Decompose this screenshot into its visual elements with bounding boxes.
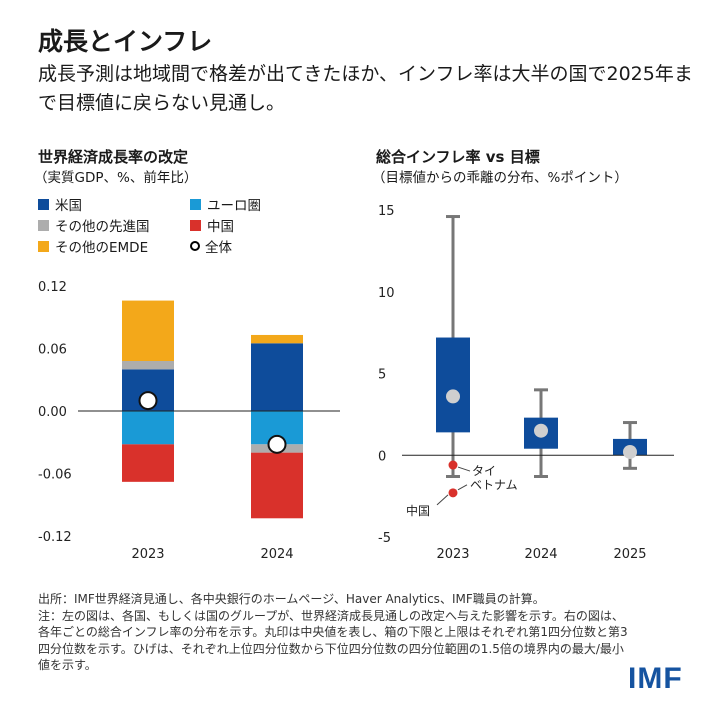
left-chart-title: 世界経済成長率の改定 — [38, 148, 189, 166]
median-marker — [623, 444, 637, 459]
right-ytick-label: 5 — [378, 368, 386, 383]
outlier-leader-line — [436, 494, 449, 506]
right-ytick-label: 0 — [378, 449, 386, 464]
legend-label-china: 中国 — [207, 219, 234, 235]
right-chart-title: 総合インフレ率 vs 目標 — [376, 148, 540, 166]
outlier-point-vietnam — [448, 488, 458, 498]
source-note: 出所：IMF世界経済見通し、各中央銀行のホームページ、Haver Analyti… — [38, 592, 545, 606]
median-marker — [534, 423, 548, 438]
bar-segment — [251, 334, 303, 344]
outlier-label-china: 中国 — [406, 503, 430, 518]
legend: 米国 ユーロ圏 その他の先進国 中国 その他のEMDE 全体 — [38, 194, 338, 260]
right-ytick-label: 15 — [378, 204, 395, 219]
left-ytick-label: -0.06 — [38, 468, 72, 483]
bar-segment — [122, 361, 174, 370]
outlier-leader-line — [457, 466, 471, 472]
legend-swatch-other-advanced — [38, 219, 49, 231]
right-xtick-label: 2023 — [436, 547, 469, 562]
right-ytick-label: -5 — [378, 531, 391, 546]
explanatory-note: 注：左の図は、各国、もしくは国のグループが、世界経済成長見通しの改定へ与えた影響… — [38, 608, 628, 673]
legend-item-china: 中国 — [190, 215, 234, 235]
outlier-leader-line — [457, 484, 468, 491]
imf-logo: IMF — [628, 662, 683, 695]
left-ytick-label: 0.00 — [38, 405, 67, 420]
bar-segment — [122, 444, 174, 482]
left-xtick-label: 2024 — [260, 547, 293, 562]
total-marker — [267, 434, 287, 454]
legend-item-total: 全体 — [190, 236, 232, 256]
footnotes: 出所：IMF世界経済見通し、各中央銀行のホームページ、Haver Analyti… — [38, 591, 628, 674]
bar-segment — [251, 452, 303, 519]
legend-label-euro: ユーロ圏 — [207, 198, 261, 214]
bar-segment — [122, 411, 174, 445]
legend-label-us: 米国 — [55, 198, 82, 214]
left-xtick-label: 2023 — [131, 547, 164, 562]
left-chart-subtitle: （実質GDP、%、前年比） — [34, 170, 198, 186]
legend-swatch-euro — [190, 198, 201, 210]
right-xtick-label: 2024 — [524, 547, 557, 562]
left-ytick-label: -0.12 — [38, 530, 72, 545]
legend-item-us: 米国 — [38, 194, 82, 214]
legend-item-euro: ユーロ圏 — [190, 194, 261, 214]
right-xtick-label: 2025 — [613, 547, 646, 562]
page-subtitle: 成長予測は地域間で格差が出てきたほか、インフレ率は大半の国で2025年まで目標値… — [38, 63, 693, 114]
right-ytick-label: 10 — [378, 286, 395, 301]
page-title: 成長とインフレ — [38, 27, 213, 56]
left-ytick-label: 0.06 — [38, 343, 67, 358]
total-marker — [138, 391, 158, 411]
legend-item-other-advanced: その他の先進国 — [38, 215, 150, 235]
right-chart-subtitle: （目標値からの乖離の分布、%ポイント） — [372, 170, 628, 186]
legend-item-other-emde: その他のEMDE — [38, 236, 148, 256]
legend-swatch-other-emde — [38, 240, 49, 252]
box — [436, 337, 470, 433]
legend-swatch-us — [38, 198, 49, 210]
median-marker — [446, 389, 460, 404]
legend-label-total: 全体 — [205, 240, 232, 256]
bar-segment — [251, 343, 303, 411]
legend-label-other-advanced: その他の先進国 — [55, 219, 150, 235]
legend-swatch-china — [190, 219, 201, 231]
outlier-point-thailand — [448, 460, 458, 470]
outlier-label-vietnam: ベトナム — [470, 478, 518, 492]
bar-segment — [122, 300, 174, 361]
legend-label-other-emde: その他のEMDE — [55, 240, 149, 256]
left-ytick-label: 0.12 — [38, 280, 67, 295]
outlier-label-thailand: タイ — [472, 464, 496, 478]
legend-marker-total — [190, 241, 200, 251]
